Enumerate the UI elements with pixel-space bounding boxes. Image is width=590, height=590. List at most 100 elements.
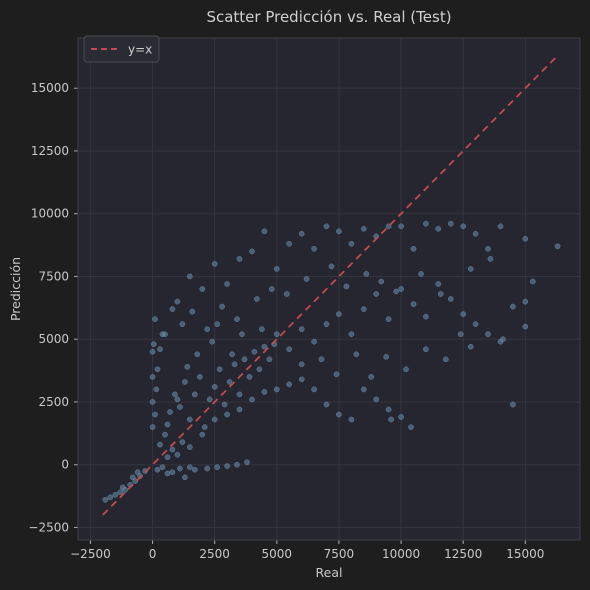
scatter-point bbox=[303, 276, 310, 282]
scatter-point bbox=[500, 336, 506, 343]
scatter-point bbox=[323, 401, 330, 408]
scatter-point bbox=[107, 494, 114, 501]
scatter-point bbox=[152, 316, 158, 322]
scatter-point bbox=[134, 469, 141, 476]
scatter-point bbox=[266, 356, 273, 363]
scatter-point bbox=[286, 240, 293, 247]
scatter-point bbox=[119, 484, 126, 491]
scatter-point bbox=[383, 353, 390, 360]
scatter-point bbox=[485, 331, 491, 338]
y-tick-label: 12500 bbox=[31, 144, 69, 158]
scatter-point bbox=[179, 321, 186, 327]
scatter-point bbox=[423, 313, 429, 320]
scatter-point bbox=[311, 338, 317, 345]
scatter-point bbox=[298, 376, 305, 383]
scatter-point bbox=[196, 374, 203, 380]
scatter-point bbox=[460, 223, 467, 230]
scatter-point bbox=[226, 379, 233, 385]
scatter-point bbox=[460, 311, 467, 317]
scatter-point bbox=[157, 441, 163, 448]
scatter-point bbox=[522, 298, 529, 305]
y-tick-label: 5000 bbox=[38, 332, 69, 346]
scatter-point bbox=[186, 444, 193, 450]
scatter-point bbox=[360, 306, 367, 312]
scatter-point bbox=[234, 316, 240, 322]
scatter-point bbox=[323, 223, 330, 230]
scatter-point bbox=[149, 424, 156, 430]
scatter-point bbox=[221, 401, 228, 408]
scatter-point bbox=[378, 278, 385, 285]
x-tick-label: 2500 bbox=[199, 547, 230, 561]
scatter-point bbox=[164, 470, 171, 477]
legend: y=x bbox=[83, 35, 160, 63]
scatter-point bbox=[273, 331, 280, 338]
y-tick-label: −2500 bbox=[28, 520, 69, 534]
scatter-point bbox=[194, 351, 201, 358]
scatter-point bbox=[437, 291, 444, 297]
scatter-point bbox=[529, 278, 536, 285]
legend-box bbox=[83, 35, 160, 63]
scatter-point bbox=[164, 421, 171, 428]
scatter-point bbox=[224, 411, 230, 418]
scatter-point bbox=[522, 235, 529, 242]
x-axis-title: Real bbox=[316, 565, 343, 580]
scatter-point bbox=[385, 406, 392, 413]
scatter-point bbox=[214, 464, 221, 471]
scatter-point bbox=[112, 491, 119, 498]
scatter-point bbox=[174, 396, 181, 403]
scatter-point bbox=[268, 286, 275, 292]
scatter-point bbox=[102, 496, 109, 503]
scatter-point bbox=[209, 338, 216, 345]
scatter-point bbox=[149, 399, 156, 405]
scatter-point bbox=[408, 424, 414, 430]
scatter-point bbox=[164, 454, 171, 461]
scatter-point bbox=[249, 248, 255, 255]
scatter-point bbox=[298, 326, 305, 333]
scatter-point bbox=[510, 303, 516, 310]
axes: −2500 0 2500 5000 7500 10000 12500 15000 −2500 0 2… bbox=[28, 37, 581, 561]
scatter-point bbox=[149, 348, 156, 355]
scatter-point bbox=[348, 331, 355, 338]
scatter-point bbox=[206, 396, 213, 403]
scatter-point bbox=[169, 446, 176, 453]
scatter-point bbox=[328, 263, 335, 270]
scatter-point bbox=[311, 386, 317, 393]
scatter-point bbox=[398, 414, 404, 420]
scatter-point bbox=[172, 391, 178, 398]
scatter-point bbox=[403, 366, 409, 373]
scatter-point bbox=[191, 466, 198, 473]
scatter-point bbox=[363, 271, 370, 277]
scatter-point bbox=[336, 411, 342, 418]
scatter-point bbox=[191, 391, 198, 398]
y-axis-title: Predicción bbox=[8, 257, 23, 321]
scatter-point bbox=[236, 256, 243, 262]
y-tick-label: 0 bbox=[61, 458, 69, 472]
scatter-point bbox=[241, 356, 248, 363]
scatter-point bbox=[182, 474, 188, 481]
scatter-point bbox=[219, 303, 225, 310]
chart-title: Scatter Predicción vs. Real (Test) bbox=[206, 8, 451, 26]
scatter-point bbox=[261, 228, 268, 235]
scatter-point bbox=[360, 386, 367, 393]
scatter-point bbox=[447, 296, 454, 302]
scatter-point bbox=[418, 271, 424, 277]
scatter-point bbox=[150, 341, 157, 348]
scatter-point bbox=[129, 474, 136, 481]
scatter-point bbox=[236, 406, 243, 413]
x-tick-label: 5000 bbox=[262, 547, 293, 561]
scatter-point bbox=[398, 286, 404, 292]
x-tick-label: 10000 bbox=[382, 547, 420, 561]
y-tick-label: 10000 bbox=[31, 207, 69, 221]
scatter-point bbox=[186, 416, 193, 423]
scatter-point bbox=[152, 411, 158, 418]
x-tick-label: 15000 bbox=[506, 547, 544, 561]
scatter-point bbox=[199, 431, 206, 438]
scatter-point bbox=[298, 361, 305, 368]
scatter-point bbox=[234, 461, 240, 468]
scatter-point bbox=[249, 396, 255, 403]
scatter-point bbox=[169, 469, 176, 476]
scatter-point bbox=[385, 316, 392, 322]
scatter-point bbox=[211, 416, 218, 423]
scatter-point bbox=[311, 245, 317, 252]
scatter-point bbox=[467, 266, 474, 272]
